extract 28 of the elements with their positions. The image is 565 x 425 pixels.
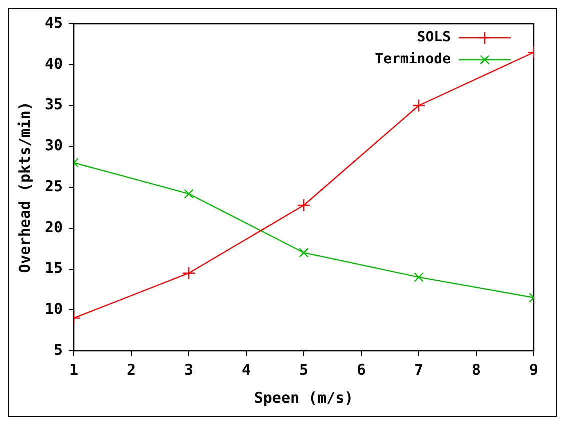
x-tick-label: 3: [184, 360, 194, 379]
y-tick-label: 10: [45, 300, 64, 318]
y-tick-label: 45: [45, 14, 64, 32]
point: [184, 189, 194, 199]
point: [182, 266, 196, 280]
y-tick-label: 30: [45, 136, 64, 155]
y-tick-label: 25: [45, 177, 64, 196]
y-tick-label: 20: [45, 218, 64, 236]
point: [414, 272, 424, 282]
x-tick-label: 4: [242, 360, 252, 379]
legend-label: SOLS: [417, 30, 451, 46]
point: [297, 198, 311, 212]
x-tick-label: 2: [127, 360, 136, 379]
x-tick-label: 8: [472, 360, 482, 379]
x-axis-title: Speen (m/s): [254, 388, 354, 407]
x-tick-label: 6: [357, 360, 366, 379]
y-tick-label: 35: [45, 96, 64, 114]
x-tick-label: 5: [300, 360, 309, 379]
x-tick-label: 9: [529, 360, 539, 379]
y-tick-label: 5: [54, 340, 64, 359]
point: [299, 248, 309, 258]
y-axis-title: Overhead (pkts/min): [16, 102, 34, 274]
legend-label: Terminode: [375, 52, 451, 68]
y-tick-label: 15: [45, 259, 64, 278]
x-tick-label: 7: [414, 360, 424, 379]
y-tick-label: 40: [45, 54, 64, 73]
point: [412, 99, 426, 112]
x-tick-label: 1: [70, 360, 79, 379]
